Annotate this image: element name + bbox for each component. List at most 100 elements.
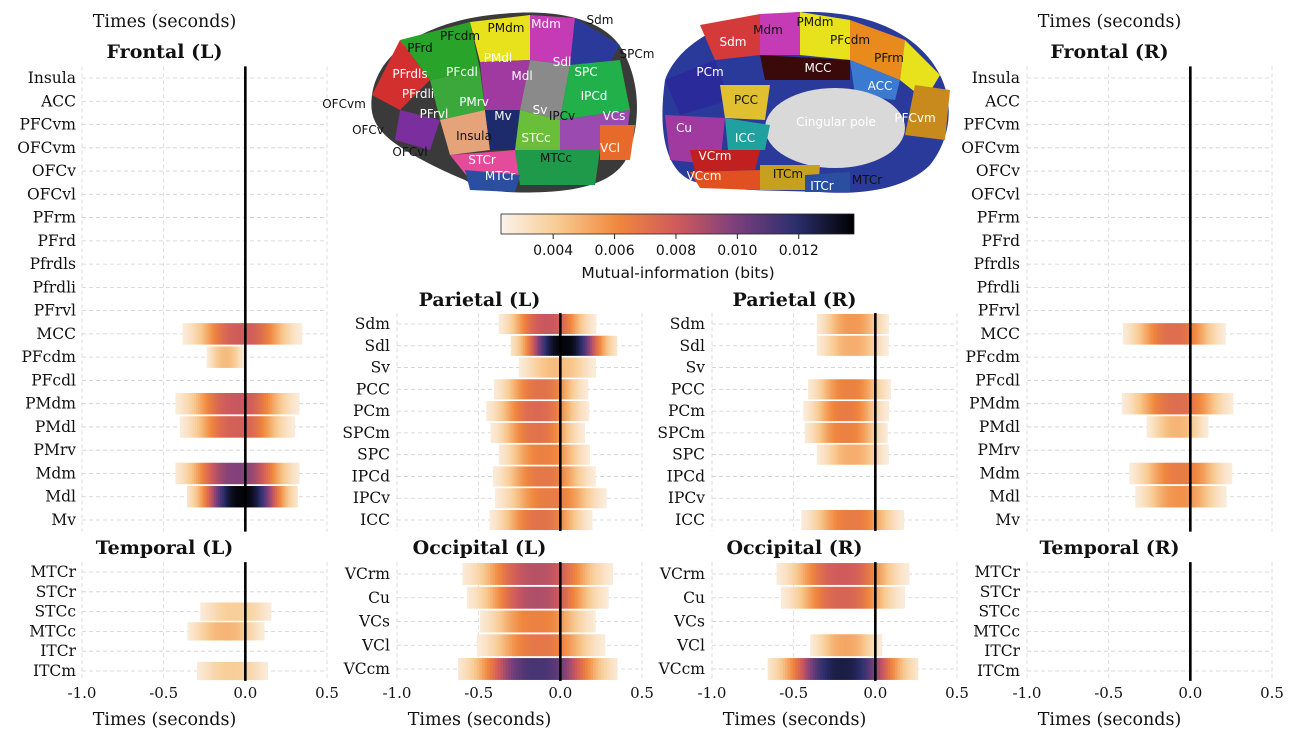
row-label: PMdm (25, 395, 76, 413)
row-label: MTCc (29, 622, 76, 640)
row-label: PCC (356, 380, 390, 398)
row-label: ITCr (40, 642, 76, 660)
brain-region-label: Sv (533, 103, 548, 117)
row-label: Pfrdls (974, 255, 1020, 273)
panel-title: Temporal (R) (1039, 537, 1179, 559)
heatmap-cell-PCm (803, 401, 890, 422)
row-label: SPCm (657, 424, 705, 442)
x-tick-label: 0.5 (630, 684, 654, 702)
row-label: PFrvl (978, 302, 1020, 320)
x-tick-label: -1.0 (1013, 684, 1042, 702)
row-label: ACC (984, 92, 1020, 110)
brain-region-label: PMdl (484, 51, 513, 65)
heatmap-cell-Sdm (498, 313, 597, 335)
x-tick-label: -0.5 (1094, 684, 1123, 702)
brain-region-label: MTCc (540, 151, 572, 165)
colorbar: 0.004 0.006 0.008 0.010 0.012 Mutual-informa… (500, 213, 855, 282)
row-label: MTCr (31, 563, 77, 581)
row-label: Cu (368, 589, 390, 607)
heatmap-cell-ICC (801, 509, 905, 531)
heatmap-cell-MCC (1122, 323, 1226, 345)
heatmap-cell-MCC (182, 323, 303, 345)
row-label: OFCvl (27, 185, 76, 203)
heatmap-panel: Parietal (L) Sdm Sdl Sv PCC PCm SPCm SPC IPCd IPC… (342, 289, 643, 531)
brain-region-label: PFrdli (402, 87, 434, 101)
heatmap-cell-Sv (518, 357, 596, 378)
row-label: PFCvm (964, 116, 1021, 134)
brain-region-label: PMdm (488, 21, 525, 35)
brain-region-label: STCr (468, 153, 496, 167)
row-label: Sv (686, 359, 706, 377)
row-label: Pfrdli (977, 278, 1020, 296)
brain-region-label: ITCr (810, 179, 834, 193)
brain-region-label: Cingular pole (796, 115, 876, 129)
brain-medial-view (662, 11, 950, 193)
x-tick-label: -0.5 (1094, 0, 1123, 4)
row-label: MCC (36, 325, 76, 343)
x-axis-label: Times (seconds) (408, 710, 552, 730)
panel-title: Parietal (R) (732, 289, 856, 311)
heatmap-cell-PCC (808, 379, 891, 400)
x-tick-label: 0.5 (1260, 684, 1284, 702)
row-label: PCm (353, 402, 390, 420)
row-label: PFcdm (966, 348, 1021, 366)
colorbar-tick-label: 0.006 (595, 243, 635, 259)
brain-lateral-labels: PMdm Mdm Sdm PFrd PFcdm SPCm PMdl Sdl PFrdls PFcd… (322, 13, 654, 183)
brain-region-label: VCs (603, 109, 626, 123)
brain-region-label: PFcdm (440, 29, 480, 43)
heatmap-cell-PFcdm (206, 346, 246, 368)
row-label: PCC (671, 380, 705, 398)
heatmap-cell-Mdm (175, 462, 300, 485)
row-label: VCcm (343, 660, 391, 678)
row-label: ITCr (984, 642, 1020, 660)
heatmap-cell-IPCv (495, 488, 607, 509)
heatmap-cell-VCrm (776, 563, 910, 585)
heatmap-cell-MTCc (187, 622, 265, 641)
row-label: Sdl (365, 337, 391, 355)
brain-region-label: Cu (676, 121, 692, 135)
row-label: STCr (980, 583, 1021, 601)
heatmap-cell-Sdm (816, 313, 889, 335)
heatmap-cell-PMdl (179, 416, 296, 438)
row-label: IPCv (668, 489, 705, 507)
heatmap-cell-PCC (493, 379, 589, 400)
row-label: PMrv (34, 441, 77, 459)
brain-region-label: MTCr (852, 173, 882, 187)
heatmap-cell-IPCd (492, 466, 596, 487)
row-label: VCcm (658, 660, 706, 678)
heatmap-cell-Mdm (1129, 462, 1233, 485)
brain-region-label: Insula (456, 129, 492, 143)
x-tick-label: -1.0 (68, 684, 97, 702)
heatmap-cell-PMdm (175, 392, 300, 415)
colorbar-tick-label: 0.012 (779, 243, 819, 259)
x-tick-label: 0.5 (315, 0, 339, 4)
heatmap-cell-VCs (479, 610, 596, 633)
brain-region-label: Mdm (531, 17, 561, 31)
row-label: MTCr (975, 563, 1021, 581)
brain-region-label: VCrm (699, 149, 732, 163)
brain-region-label: SPC (574, 65, 597, 79)
brain-region-label: ITCm (773, 167, 803, 181)
brain-region-label: Mv (494, 109, 511, 123)
row-label: PFrvl (34, 302, 76, 320)
row-label: Mdl (989, 488, 1020, 506)
row-label: ICC (675, 511, 705, 529)
brain-region-label: PCm (696, 65, 723, 79)
colorbar-tick-label: 0.010 (717, 243, 757, 259)
panel-title: Parietal (L) (419, 289, 541, 311)
heatmap-cell-Sdl (510, 335, 618, 356)
row-label: Sdl (680, 337, 706, 355)
row-label: PFrm (33, 209, 77, 227)
brain-region-label: PFrm (874, 51, 904, 65)
row-label: PCm (668, 402, 705, 420)
row-label: PFcdm (22, 348, 77, 366)
brain-region-label: PMdm (797, 15, 834, 29)
row-label: PFrd (981, 232, 1020, 250)
heatmap-cell-Mdl (1135, 486, 1227, 508)
heatmap-panel: Frontal (R) Insula ACC PFCvm OFCvm OFCv OFCvl P… (961, 0, 1284, 532)
colorbar-tick-label: 0.004 (533, 243, 573, 259)
heatmap-cell-Cu (780, 586, 906, 609)
x-tick-label: 0.0 (863, 684, 887, 702)
row-label: VCl (676, 636, 705, 654)
heatmap-cell-VCl (476, 634, 606, 657)
